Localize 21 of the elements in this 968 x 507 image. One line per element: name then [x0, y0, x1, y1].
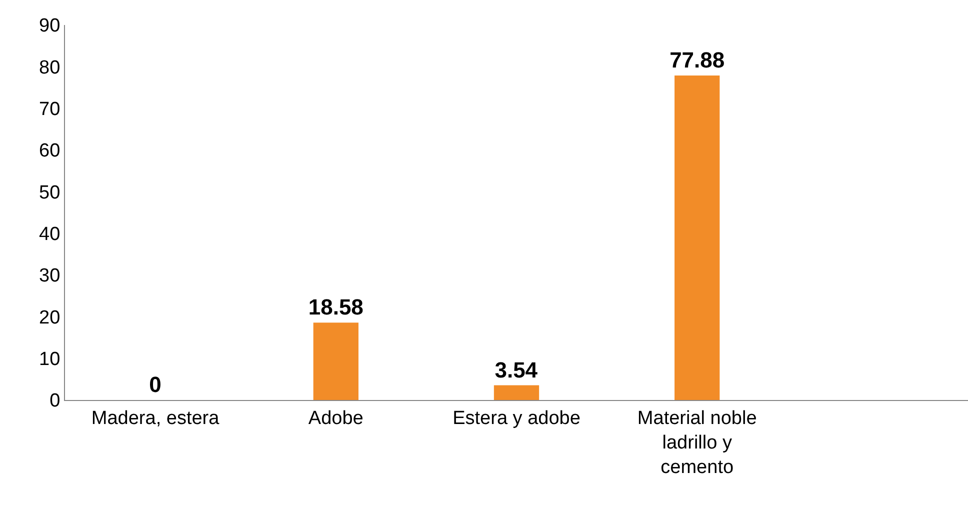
- y-tick-label: 10: [39, 348, 60, 370]
- y-tick-label: 20: [39, 307, 60, 328]
- bar: [674, 76, 720, 400]
- data-label: 0: [149, 372, 162, 397]
- x-tick-label: Estera y adobe: [452, 408, 580, 429]
- bar: [494, 385, 540, 400]
- y-tick-label: 70: [39, 98, 60, 120]
- data-label: 3.54: [494, 357, 538, 382]
- x-tick-label: Adobe: [308, 408, 364, 429]
- data-label: 77.88: [670, 48, 725, 72]
- y-tick-label: 90: [39, 16, 60, 37]
- bar: [313, 322, 358, 400]
- x-tick-label: Madera, estera: [91, 408, 220, 429]
- data-label: 18.58: [308, 294, 364, 320]
- y-tick-label: 40: [39, 224, 60, 245]
- y-tick-label: 50: [39, 182, 60, 204]
- y-tick-label: 80: [39, 57, 60, 78]
- x-tick-label: Material noble ladrillo y cemento: [637, 408, 757, 478]
- y-tick-label: 60: [39, 140, 60, 162]
- y-tick-label: 0: [50, 390, 60, 412]
- y-tick-label: 30: [39, 266, 60, 287]
